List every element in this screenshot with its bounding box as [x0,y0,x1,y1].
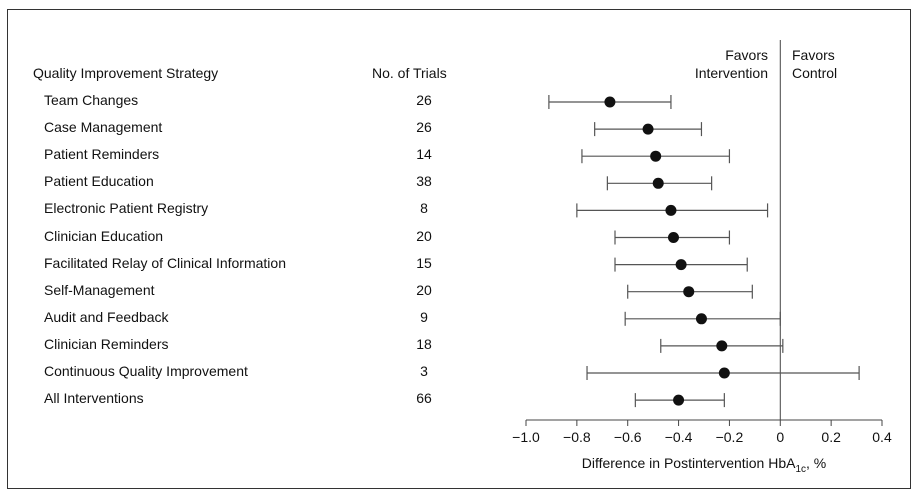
strategy-label: Patient Reminders [44,146,160,163]
x-tick-label: −1.0 [512,429,540,445]
x-axis-label-tail: , % [806,455,826,471]
point-estimate-marker [665,204,677,216]
trial-count: 26 [416,92,432,108]
strategy-label: Team Changes [44,92,139,108]
x-tick-label: 0.4 [872,429,892,445]
strategy-label: Facilitated Relay of Clinical Informatio… [44,254,286,271]
point-estimate-marker [718,367,730,379]
favors-control-line1: Favors [792,47,835,63]
favors-intervention-line1: Favors [725,47,768,63]
favors-control-label: Favors Control [792,46,872,82]
forest-plot-marks [548,95,860,408]
strategy-label: All Interventions [44,390,144,407]
strategy-label: Patient Education [44,173,154,190]
trial-count: 26 [416,119,432,136]
point-estimate-marker [650,150,662,162]
point-estimate-marker [604,96,616,108]
point-estimate-marker [695,313,707,325]
strategy-label: Electronic Patient Registry [44,200,209,217]
point-estimate-marker [675,259,687,271]
x-tick-label: −0.8 [563,429,591,445]
x-axis-label-subscript: 1c [795,464,806,475]
trial-count: 18 [416,335,432,352]
point-estimate-marker [683,286,695,298]
x-axis-ticks: −1.0 −0.8 −0.6 −0.4 −0.2 0 0.2 0.4 [512,420,892,445]
x-tick-label: −0.6 [614,429,642,445]
trial-count: 14 [416,146,432,163]
trial-count: 66 [416,390,432,407]
strategy-label: Self-Management [44,281,155,298]
strategy-label: Continuous Quality Improvement [44,363,248,379]
strategy-label: Clinician Reminders [44,335,169,352]
x-tick-label: −0.4 [665,429,693,445]
strategy-label: Clinician Education [44,227,164,244]
x-axis-label: Difference in Postintervention HbA1c, % [582,455,827,475]
favors-control-line2: Control [792,65,838,81]
trial-count: 9 [420,308,428,325]
point-estimate-marker [673,394,685,406]
trial-count: 38 [416,173,432,190]
point-estimate-marker [642,123,654,135]
strategy-label: Audit and Feedback [44,308,169,325]
trial-count: 20 [416,227,432,244]
strategy-column-header: Quality Improvement Strategy [33,65,219,81]
trial-count: 3 [420,363,428,379]
favors-intervention-label: Favors Intervention [664,46,768,82]
x-tick-label: 0 [776,429,784,445]
figure-frame [7,9,911,489]
trials-column-header: No. of Trials [372,65,447,81]
point-estimate-marker [652,177,664,189]
trial-count: 15 [416,254,432,271]
trial-count: 8 [420,200,428,217]
point-estimate-marker [667,232,679,243]
x-tick-label: −0.2 [716,429,744,445]
point-estimate-marker [716,340,728,352]
favors-intervention-line2: Intervention [694,65,768,81]
x-tick-label: 0.2 [821,429,841,445]
strategy-label: Case Management [44,119,163,136]
x-axis-label-main: Difference in Postintervention HbA [582,455,796,471]
trial-count: 20 [416,281,432,298]
